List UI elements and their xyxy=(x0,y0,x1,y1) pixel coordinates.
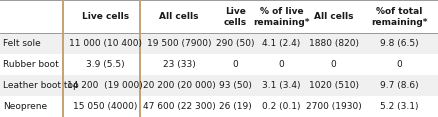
Text: 11 000 (10 400): 11 000 (10 400) xyxy=(69,39,141,48)
Text: 1880 (820): 1880 (820) xyxy=(308,39,358,48)
Bar xyxy=(0,96,438,117)
Text: 9.8 (6.5): 9.8 (6.5) xyxy=(379,39,418,48)
Text: 47 600 (22 300): 47 600 (22 300) xyxy=(142,102,215,111)
Text: 5.2 (3.1): 5.2 (3.1) xyxy=(379,102,418,111)
Text: Felt sole: Felt sole xyxy=(3,39,40,48)
Text: All cells: All cells xyxy=(313,12,353,21)
Text: 20 200 (20 000): 20 200 (20 000) xyxy=(142,81,215,90)
Bar xyxy=(0,54,438,75)
Text: 0.2 (0.1): 0.2 (0.1) xyxy=(261,102,300,111)
Text: 23 (33): 23 (33) xyxy=(162,60,195,69)
Text: 26 (19): 26 (19) xyxy=(219,102,251,111)
Text: 2700 (1930): 2700 (1930) xyxy=(305,102,360,111)
Bar xyxy=(0,33,438,54)
Text: % of live
remaining*: % of live remaining* xyxy=(253,7,309,27)
Text: Live cells: Live cells xyxy=(81,12,129,21)
Text: 290 (50): 290 (50) xyxy=(215,39,254,48)
Text: 4.1 (2.4): 4.1 (2.4) xyxy=(261,39,300,48)
Text: All cells: All cells xyxy=(159,12,198,21)
Text: Live
cells: Live cells xyxy=(223,7,246,27)
Text: 14 200  (19 000): 14 200 (19 000) xyxy=(67,81,143,90)
Text: 1020 (510): 1020 (510) xyxy=(308,81,358,90)
Text: 3.1 (3.4): 3.1 (3.4) xyxy=(261,81,300,90)
Text: 19 500 (7900): 19 500 (7900) xyxy=(146,39,211,48)
Text: 9.7 (8.6): 9.7 (8.6) xyxy=(379,81,418,90)
Text: Neoprene: Neoprene xyxy=(3,102,47,111)
Text: 0: 0 xyxy=(232,60,238,69)
Text: 15 050 (4000): 15 050 (4000) xyxy=(73,102,137,111)
Text: Leather boot top: Leather boot top xyxy=(3,81,78,90)
Bar xyxy=(0,75,438,96)
Text: 93 (50): 93 (50) xyxy=(219,81,251,90)
Text: Rubber boot: Rubber boot xyxy=(3,60,58,69)
Text: 0: 0 xyxy=(278,60,284,69)
Text: 0: 0 xyxy=(396,60,402,69)
Text: %of total
remaining*: %of total remaining* xyxy=(371,7,427,27)
Text: 3.9 (5.5): 3.9 (5.5) xyxy=(86,60,124,69)
Text: 0: 0 xyxy=(330,60,336,69)
